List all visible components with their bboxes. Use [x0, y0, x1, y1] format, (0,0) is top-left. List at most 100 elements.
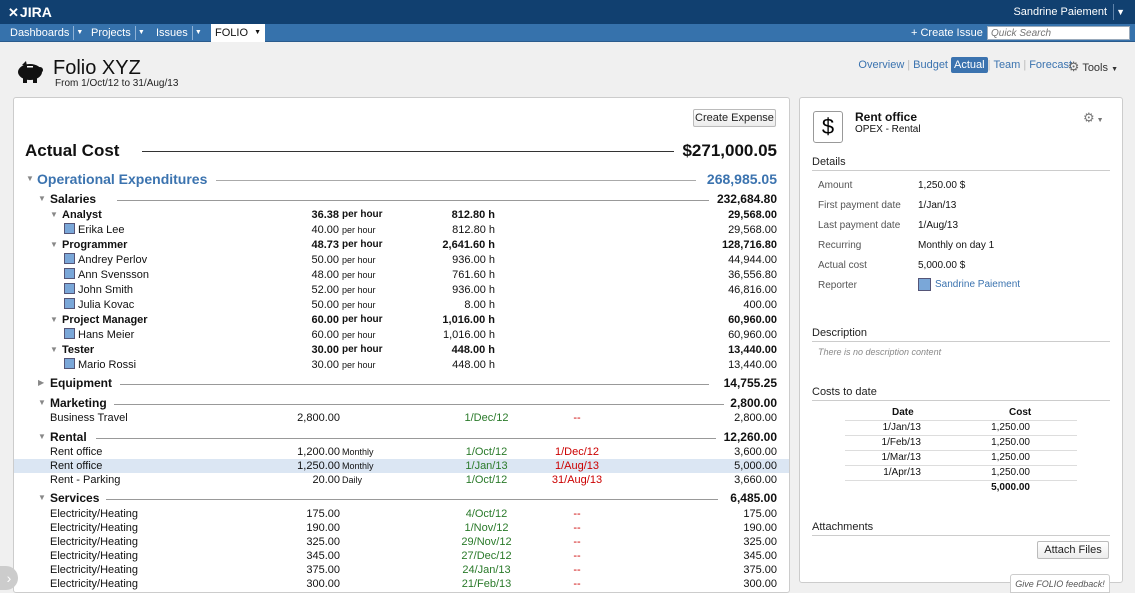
costs-col-date: Date [892, 407, 914, 418]
rental-header[interactable]: ▼ Rental 12,260.00 [14, 430, 789, 446]
gear-icon[interactable]: ⚙ ▼ [1083, 110, 1104, 125]
salary-person-row[interactable]: John Smith 52.00 per hour 936.00 h 46,816.00 [14, 283, 789, 297]
nav-folio[interactable]: FOLIO ▼ [211, 24, 265, 42]
expense-start: 27/Dec/12 [461, 550, 512, 562]
tab-actual[interactable]: Actual [951, 57, 988, 73]
description-heading: Description [812, 327, 1110, 342]
person-unit: per hour [342, 225, 376, 235]
tab-forecast[interactable]: Forecast [1029, 59, 1072, 71]
detail-value: Monthly on day 1 [918, 240, 995, 251]
expense-start: 1/Nov/12 [464, 522, 509, 534]
tab-budget[interactable]: Budget [913, 59, 948, 71]
expense-row[interactable]: Rent - Parking 20.00 Daily 1/Oct/12 31/Aug/1… [14, 473, 789, 487]
equipment-header[interactable]: ▶ Equipment 14,755.25 [14, 376, 789, 392]
person-cost: 13,440.00 [728, 359, 777, 371]
salary-group-row[interactable]: ▼ Tester 30.00 per hour 448.00 h 13,440.00 [14, 343, 789, 357]
group-name: Tester [62, 344, 95, 356]
salary-group-row[interactable]: ▼ Analyst 36.38 per hour 812.80 h 29,568.00 [14, 208, 789, 222]
collapse-triangle-icon[interactable]: ▼ [38, 432, 46, 441]
expense-row[interactable]: Electricity/Heating 300.00 21/Feb/13 -- 300.… [14, 577, 789, 591]
expense-row[interactable]: Rent office 1,200.00 Monthly 1/Oct/12 1/Dec/… [14, 445, 789, 459]
expense-row[interactable]: Electricity/Heating 345.00 27/Dec/12 -- 345.… [14, 549, 789, 563]
expense-row[interactable]: Business Travel 2,800.00 1/Dec/12 -- 2,800.0… [14, 411, 789, 425]
nav-projects[interactable]: Projects ▼ [91, 26, 145, 40]
salary-person-row[interactable]: Erika Lee 40.00 per hour 812.80 h 29,568.00 [14, 223, 789, 237]
create-expense-button[interactable]: Create Expense [693, 109, 776, 127]
collapse-triangle-icon[interactable]: ▼ [50, 315, 58, 324]
opex-total: 268,985.05 [706, 171, 777, 187]
expense-start: 1/Jan/13 [465, 460, 508, 472]
quick-search-input[interactable] [987, 26, 1130, 40]
reporter-link[interactable]: Sandrine Paiement [918, 278, 1020, 291]
collapse-triangle-icon[interactable]: ▼ [50, 345, 58, 354]
expense-row[interactable]: Rent office 1,250.00 Monthly 1/Jan/13 1/Aug/… [14, 459, 789, 473]
expense-row[interactable]: Electricity/Heating 190.00 1/Nov/12 -- 190.0… [14, 521, 789, 535]
person-unit: per hour [342, 285, 376, 295]
salaries-header[interactable]: ▼ Salaries 232,684.80 [14, 192, 789, 208]
person-cost: 46,816.00 [728, 284, 777, 296]
collapse-triangle-icon[interactable]: ▼ [50, 240, 58, 249]
collapse-triangle-icon[interactable]: ▼ [26, 174, 34, 183]
expense-row[interactable]: Electricity/Heating 375.00 24/Jan/13 -- 375.… [14, 563, 789, 577]
opex-header[interactable]: ▼ Operational Expenditures 268,985.05 [14, 171, 789, 189]
user-menu[interactable]: Sandrine Paiement [1013, 6, 1107, 18]
expense-row[interactable]: Electricity/Heating 325.00 29/Nov/12 -- 325.… [14, 535, 789, 549]
group-unit: per hour [342, 209, 383, 220]
attach-files-button[interactable]: Attach Files [1037, 541, 1109, 559]
group-rate: 30.00 [311, 344, 339, 356]
nav-dashboards[interactable]: Dashboards ▼ [10, 26, 83, 40]
nav-folio-label: FOLIO [215, 27, 249, 39]
person-name: Ann Svensson [78, 269, 149, 281]
person-name: Andrey Perlov [78, 254, 148, 266]
logo-text: JIRA [19, 4, 52, 20]
chevron-down-icon[interactable]: ▼ [73, 26, 83, 40]
costs-row-cost: 1,250.00 [991, 452, 1030, 463]
marketing-header[interactable]: ▼ Marketing 2,800.00 [14, 396, 789, 412]
salary-person-row[interactable]: Ann Svensson 48.00 per hour 761.60 h 36,556.… [14, 268, 789, 282]
services-header[interactable]: ▼ Services 6,485.00 [14, 491, 789, 507]
salary-person-row[interactable]: Mario Rossi 30.00 per hour 448.00 h 13,440.0… [14, 358, 789, 372]
collapse-triangle-icon[interactable]: ▼ [50, 210, 58, 219]
avatar [64, 283, 75, 294]
tab-team[interactable]: Team [993, 59, 1021, 71]
costs-row-date: 1/Feb/13 [881, 437, 921, 448]
expense-row[interactable]: Electricity/Heating 175.00 4/Oct/12 -- 175.0… [14, 507, 789, 521]
details-heading: Details [812, 156, 1110, 171]
create-issue-button[interactable]: + Create Issue [911, 27, 983, 39]
tools-menu[interactable]: ⚙ Tools ▼ [1068, 59, 1118, 75]
tab-separator: | [987, 59, 991, 71]
collapse-triangle-icon[interactable]: ▼ [38, 493, 46, 502]
costs-row-divider [845, 420, 1077, 421]
chevron-down-icon[interactable]: ▼ [1113, 4, 1125, 20]
nav-issues[interactable]: Issues ▼ [156, 26, 202, 40]
salary-person-row[interactable]: Andrey Perlov 50.00 per hour 936.00 h 44,944… [14, 253, 789, 267]
expense-cost: 325.00 [743, 536, 777, 548]
salary-group-row[interactable]: ▼ Programmer 48.73 per hour 2,641.60 h 128,71… [14, 238, 789, 252]
tab-overview[interactable]: Overview [858, 59, 905, 71]
avatar [64, 268, 75, 279]
salary-group-row[interactable]: ▼ Project Manager 60.00 per hour 1,016.00 h 6… [14, 313, 789, 327]
collapse-triangle-icon[interactable]: ▼ [38, 194, 46, 203]
expense-amount: 300.00 [306, 578, 340, 590]
salary-person-row[interactable]: Hans Meier 60.00 per hour 1,016.00 h 60,960.… [14, 328, 789, 342]
feedback-button[interactable]: Give FOLIO feedback! [1010, 574, 1110, 593]
group-unit: per hour [342, 344, 383, 355]
person-rate: 48.00 [311, 269, 339, 281]
chevron-right-icon[interactable]: › [0, 566, 18, 590]
group-hours: 2,641.60 h [442, 239, 495, 251]
chevron-down-icon[interactable]: ▼ [254, 29, 261, 36]
expand-triangle-icon[interactable]: ▶ [38, 378, 45, 387]
expense-name: Business Travel [50, 412, 128, 424]
person-hours: 8.00 h [464, 299, 495, 311]
person-hours: 1,016.00 h [443, 329, 495, 341]
jira-logo[interactable]: ✕JIRA [8, 4, 52, 21]
expense-start: 1/Oct/12 [465, 446, 508, 458]
person-unit: per hour [342, 360, 376, 370]
chevron-down-icon[interactable]: ▼ [191, 26, 202, 40]
chevron-down-icon[interactable]: ▼ [134, 26, 145, 40]
opex-label: Operational Expenditures [37, 171, 208, 187]
salary-person-row[interactable]: Julia Kovac 50.00 per hour 8.00 h 400.00 [14, 298, 789, 312]
collapse-triangle-icon[interactable]: ▼ [38, 398, 46, 407]
expense-end: 1/Aug/13 [554, 460, 600, 472]
attachments-heading: Attachments [812, 521, 1110, 536]
